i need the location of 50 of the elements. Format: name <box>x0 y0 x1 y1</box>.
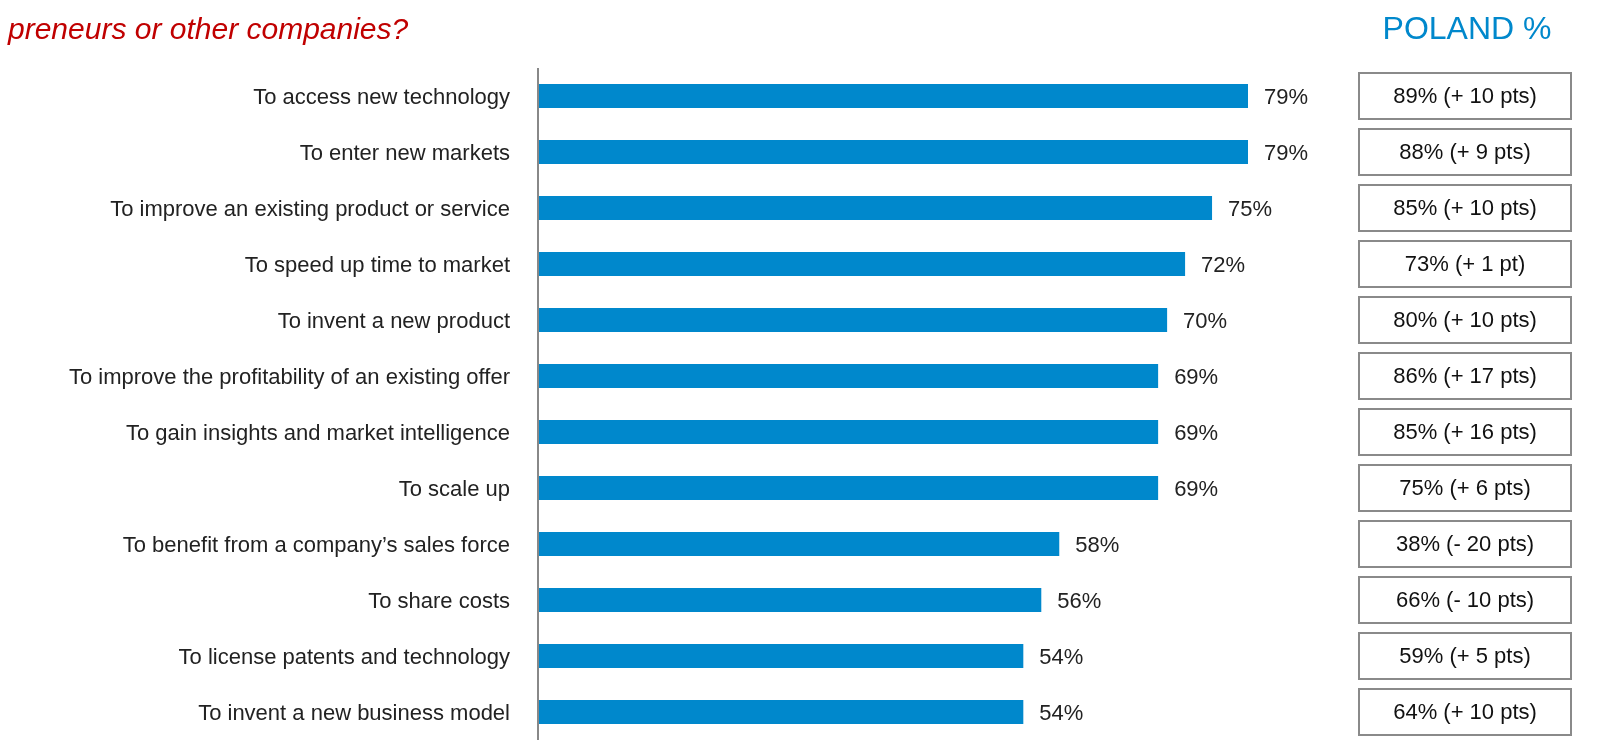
text: 89% (+ 10 pts) <box>1358 72 1572 120</box>
data-label: 56% <box>1057 587 1102 613</box>
text: 86% (+ 17 pts) <box>1358 352 1572 400</box>
data-label: 69% <box>1174 419 1219 445</box>
data-label: 69% <box>1174 363 1219 389</box>
y-tick-label: To benefit from a company’s sales force <box>122 531 510 557</box>
data-label: 75% <box>1228 195 1273 221</box>
data-label: 54% <box>1039 699 1084 725</box>
text: 66% (- 10 pts) <box>1358 576 1572 624</box>
data-label: 54% <box>1039 643 1084 669</box>
y-tick-label: To enter new markets <box>299 139 510 165</box>
y-tick-label: To invent a new product <box>277 307 510 333</box>
bar <box>538 308 1168 332</box>
text: 85% (+ 16 pts) <box>1358 408 1572 456</box>
bar <box>538 420 1159 444</box>
bar <box>538 252 1186 276</box>
text: 80% (+ 10 pts) <box>1358 296 1572 344</box>
bar <box>538 532 1060 556</box>
y-tick-label: To scale up <box>398 475 510 501</box>
bar <box>538 588 1042 612</box>
y-tick-label: To speed up time to market <box>244 251 510 277</box>
data-label: 79% <box>1264 139 1309 165</box>
data-label: 79% <box>1264 83 1309 109</box>
y-tick-label: To license patents and technology <box>178 643 510 669</box>
y-tick-label: To improve the profitability of an existing offer <box>68 363 510 389</box>
bar <box>538 140 1248 164</box>
text: preneurs or other companies? <box>8 12 409 46</box>
text: 38% (- 20 pts) <box>1358 520 1572 568</box>
bar <box>538 364 1159 388</box>
y-tick-label: To invent a new business model <box>198 699 510 725</box>
text: 88% (+ 9 pts) <box>1358 128 1572 176</box>
y-tick-label: To access new technology <box>253 83 510 109</box>
bar <box>538 700 1024 724</box>
bar <box>538 196 1213 220</box>
data-label: 58% <box>1075 531 1120 557</box>
text: 64% (+ 10 pts) <box>1358 688 1572 736</box>
text: 85% (+ 10 pts) <box>1358 184 1572 232</box>
data-label: 69% <box>1174 475 1219 501</box>
text: POLAND % <box>1381 10 1553 47</box>
text: 59% (+ 5 pts) <box>1358 632 1572 680</box>
bar <box>538 84 1248 108</box>
text: 73% (+ 1 pt) <box>1358 240 1572 288</box>
data-label: 70% <box>1183 307 1228 333</box>
y-tick-label: To improve an existing product or service <box>110 195 510 221</box>
bar <box>538 644 1024 668</box>
data-label: 72% <box>1201 251 1246 277</box>
bar <box>538 476 1159 500</box>
text: 75% (+ 6 pts) <box>1358 464 1572 512</box>
y-tick-label: To gain insights and market intelligence <box>125 419 510 445</box>
y-tick-label: To share costs <box>368 587 510 613</box>
